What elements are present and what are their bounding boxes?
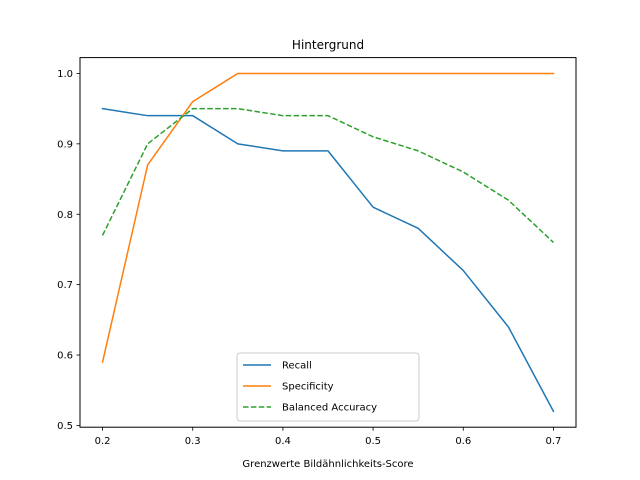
series-line-balanced-accuracy: [101, 107, 554, 243]
legend-label-recall: Recall: [282, 361, 312, 372]
y-axis: 0.5 0.6 0.7 0.8 0.9 1.0: [57, 69, 80, 432]
chart-title: Hintergrund: [292, 38, 364, 52]
y-tick-label: 0.9: [57, 139, 73, 150]
x-tick-label: 0.4: [275, 436, 291, 447]
series-line-recall: [101, 107, 555, 413]
x-tick-label: 0.3: [185, 436, 201, 447]
series-line-specificity: [101, 72, 555, 363]
y-tick-label: 0.7: [57, 280, 73, 291]
x-tick-label: 0.5: [365, 436, 381, 447]
legend: Recall Specificity Balanced Accuracy: [236, 352, 420, 422]
plot-frame: [79, 57, 577, 428]
x-tick-label: 0.2: [95, 436, 111, 447]
x-axis: 0.2 0.3 0.4 0.5 0.6 0.7: [95, 427, 562, 447]
y-tick-label: 0.5: [57, 421, 73, 432]
legend-label-specificity: Specificity: [282, 382, 334, 393]
series-layer: [101, 72, 555, 413]
y-tick-label: 0.6: [57, 351, 73, 362]
legend-box: [236, 352, 420, 422]
y-tick-label: 1.0: [57, 69, 73, 80]
y-tick-label: 0.8: [57, 210, 73, 221]
x-tick-label: 0.6: [455, 436, 471, 447]
x-tick-label: 0.7: [546, 436, 562, 447]
x-axis-label: Grenzwerte Bildähnlichkeits-Score: [242, 459, 413, 470]
legend-label-balanced-accuracy: Balanced Accuracy: [282, 403, 377, 414]
